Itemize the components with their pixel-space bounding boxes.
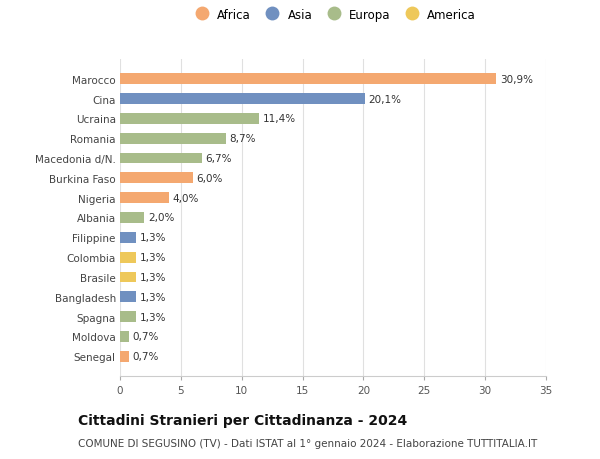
Text: 30,9%: 30,9% — [500, 74, 533, 84]
Text: 0,7%: 0,7% — [132, 332, 158, 342]
Text: 11,4%: 11,4% — [262, 114, 296, 124]
Text: 4,0%: 4,0% — [172, 193, 199, 203]
Text: 1,3%: 1,3% — [139, 292, 166, 302]
Text: 1,3%: 1,3% — [139, 233, 166, 243]
Bar — [120, 94, 365, 105]
Bar — [120, 292, 136, 302]
Bar — [120, 232, 136, 243]
Bar — [120, 74, 496, 85]
Text: 1,3%: 1,3% — [139, 272, 166, 282]
Bar — [120, 193, 169, 204]
Text: 2,0%: 2,0% — [148, 213, 175, 223]
Bar — [120, 173, 193, 184]
Bar — [120, 351, 128, 362]
Bar — [120, 114, 259, 124]
Text: Cittadini Stranieri per Cittadinanza - 2024: Cittadini Stranieri per Cittadinanza - 2… — [78, 413, 407, 427]
Bar — [120, 312, 136, 322]
Bar — [120, 252, 136, 263]
Text: 8,7%: 8,7% — [230, 134, 256, 144]
Bar — [120, 153, 202, 164]
Text: COMUNE DI SEGUSINO (TV) - Dati ISTAT al 1° gennaio 2024 - Elaborazione TUTTITALI: COMUNE DI SEGUSINO (TV) - Dati ISTAT al … — [78, 438, 537, 448]
Bar — [120, 272, 136, 283]
Text: 1,3%: 1,3% — [139, 252, 166, 263]
Text: 6,7%: 6,7% — [205, 154, 232, 164]
Text: 0,7%: 0,7% — [132, 352, 158, 362]
Bar — [120, 213, 145, 224]
Bar — [120, 331, 128, 342]
Legend: Africa, Asia, Europa, America: Africa, Asia, Europa, America — [190, 9, 476, 22]
Text: 1,3%: 1,3% — [139, 312, 166, 322]
Text: 20,1%: 20,1% — [368, 94, 401, 104]
Bar — [120, 134, 226, 144]
Text: 6,0%: 6,0% — [197, 174, 223, 184]
